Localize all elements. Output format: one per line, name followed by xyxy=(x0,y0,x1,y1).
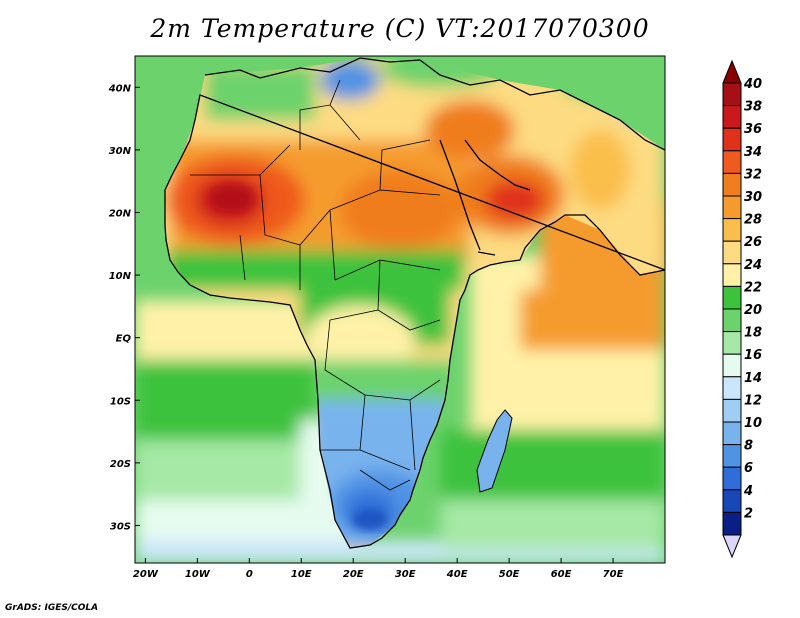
colorbar-swatch xyxy=(722,263,742,287)
temperature-field xyxy=(135,56,665,563)
colorbar-label: 8 xyxy=(744,439,753,454)
colorbar-label: 34 xyxy=(744,145,762,160)
lon-tick-label: 10E xyxy=(291,569,312,580)
lat-tick-label: EQ xyxy=(116,334,132,345)
colorbar-label: 16 xyxy=(744,348,762,363)
lon-tick-label: 40E xyxy=(446,569,468,580)
colorbar-label: 10 xyxy=(744,416,762,431)
colorbar-label: 20 xyxy=(744,303,762,318)
colorbar-swatch xyxy=(722,240,742,265)
lon-tick-label: 20W xyxy=(133,569,159,580)
lon-tick-label: 60E xyxy=(551,569,572,580)
colorbar-label: 2 xyxy=(744,506,753,521)
grads-credit: GrADS: IGES/COLA xyxy=(5,603,99,613)
lon-tick-label: 30E xyxy=(395,569,416,580)
colorbar-label: 24 xyxy=(744,258,762,273)
lat-tick-label: 10N xyxy=(109,271,132,282)
lon-tick-label: 20E xyxy=(343,569,364,580)
lat-tick-label: 20N xyxy=(109,208,132,219)
colorbar-swatch xyxy=(722,172,742,197)
colorbar-swatch xyxy=(722,376,742,400)
colorbar-label: 18 xyxy=(744,326,762,341)
colorbar-label: 4 xyxy=(743,484,753,499)
colorbar-label: 36 xyxy=(744,122,762,137)
colorbar-swatch xyxy=(722,218,742,242)
colorbar-label: 6 xyxy=(744,461,753,476)
lat-tick-label: 10S xyxy=(110,396,131,407)
lat-tick-label: 30S xyxy=(110,521,131,532)
colorbar-swatch xyxy=(722,195,742,220)
coastline xyxy=(164,57,665,549)
colorbar-swatch xyxy=(722,466,742,491)
colorbar-label: 26 xyxy=(744,235,762,250)
country-borders xyxy=(190,79,441,491)
lat-tick-label: 20S xyxy=(110,459,131,470)
colorbar-overflow-high xyxy=(722,59,742,84)
colorbar: 40 38 36 34 32 30 28 26 24 22 20 18 16 14 12 10 8 6 4 2 xyxy=(722,59,762,559)
colorbar-label: 32 xyxy=(744,167,762,182)
lon-tick-label: 10W xyxy=(185,569,211,580)
latitude-axis: 40N 30N 20N 10N EQ 10S 20S 30S xyxy=(108,83,140,532)
colorbar-label: 30 xyxy=(744,190,762,205)
colorbar-swatch xyxy=(722,489,742,513)
colorbar-label: 28 xyxy=(744,213,762,228)
colorbar-swatch xyxy=(722,150,742,174)
colorbar-swatch xyxy=(722,398,742,423)
colorbar-label: 12 xyxy=(744,393,762,408)
lon-tick-label: 70E xyxy=(603,569,624,580)
longitude-axis: 20W 10W 0 10E 20E 30E 40E 50E 60E 70E xyxy=(133,558,624,580)
colorbar-swatch xyxy=(722,127,742,152)
colorbar-label: 14 xyxy=(744,371,762,386)
colorbar-swatch xyxy=(722,82,742,107)
colorbar-swatch xyxy=(722,353,742,378)
colorbar-swatch xyxy=(722,331,742,355)
colorbar-swatch xyxy=(722,105,742,129)
colorbar-overflow-low xyxy=(722,534,742,559)
map-frame xyxy=(134,55,666,564)
colorbar-swatch xyxy=(722,285,742,310)
map-title: 2m Temperature (C) VT:2017070300 xyxy=(150,14,650,43)
colorbar-swatch xyxy=(722,421,742,446)
lon-tick-label: 0 xyxy=(246,569,253,580)
colorbar-label: 40 xyxy=(743,77,762,92)
lat-tick-label: 40N xyxy=(108,83,132,94)
colorbar-swatch xyxy=(722,444,742,468)
lon-tick-label: 50E xyxy=(499,569,520,580)
colorbar-label: 38 xyxy=(744,100,762,115)
colorbar-swatch xyxy=(722,308,742,333)
colorbar-label: 22 xyxy=(744,280,762,295)
lat-tick-label: 30N xyxy=(109,146,132,157)
colorbar-swatch xyxy=(722,511,742,536)
